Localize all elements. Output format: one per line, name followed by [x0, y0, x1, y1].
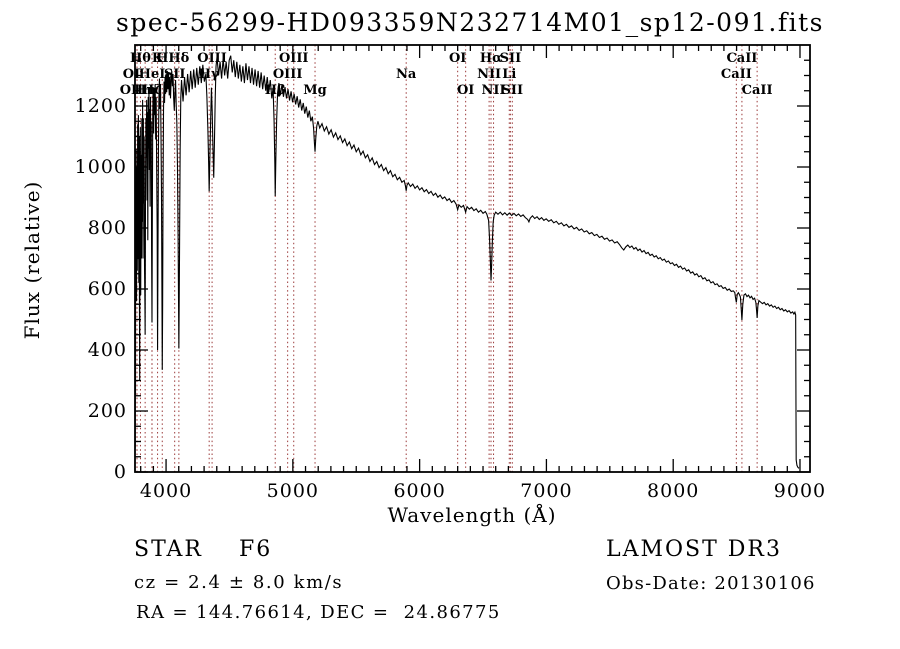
survey-release-annotation: LAMOST DR3	[606, 537, 782, 562]
x-axis-title: Wavelength (Å)	[387, 503, 557, 527]
spectrum-path	[134, 55, 800, 473]
spectral-line-label: K	[152, 51, 164, 66]
spectral-line-label: OIII	[279, 51, 309, 66]
spectral-line-label: Hη	[134, 83, 156, 98]
spectral-line-label: Hα	[480, 51, 502, 66]
y-axis-title: Flux (relative)	[20, 180, 44, 340]
spectral-line-label: OI	[457, 83, 474, 98]
axis-frame	[134, 44, 811, 473]
x-tick-label: 9000	[774, 480, 826, 502]
spectral-line-label: HeI	[139, 67, 166, 82]
spectral-line-label: Hδ	[168, 51, 189, 66]
spectral-line-label: OII	[120, 83, 144, 98]
spectral-line-label: OI	[449, 51, 466, 66]
y-tick-label: 200	[88, 400, 127, 422]
spectral-line-label: NII	[482, 83, 506, 98]
obs-date-annotation: Obs-Date: 20130106	[606, 573, 816, 594]
spectral-line-label: CaII	[721, 67, 752, 82]
object-class-annotation: STAR F6	[134, 537, 273, 562]
y-tick-label: 800	[88, 217, 127, 239]
x-tick-label: 8000	[647, 480, 699, 502]
x-tick-label: 7000	[520, 480, 572, 502]
x-tick-label: 4000	[140, 480, 192, 502]
radial-velocity-annotation: cz = 2.4 ± 8.0 km/s	[134, 572, 344, 593]
plot-title: spec-56299-HD093359N232714M01_sp12-091.f…	[116, 8, 824, 37]
y-tick-label: 600	[88, 278, 127, 300]
spectral-line-label: NII	[477, 67, 501, 82]
spectral-line-label: Hζ	[142, 83, 162, 98]
spectral-line-label: CaII	[726, 51, 757, 66]
y-tick-label: 400	[88, 339, 127, 361]
y-tick-label: 0	[114, 461, 127, 483]
spectral-line-label: SII	[500, 51, 522, 66]
spectral-line-label: Hθ	[130, 51, 151, 66]
ra-dec-annotation: RA = 144.76614, DEC = 24.86775	[136, 602, 501, 623]
spectral-line-label: OI	[123, 67, 140, 82]
spectral-line-label: H	[156, 51, 168, 66]
spectral-line-label: OIII	[273, 67, 303, 82]
spectral-line-label: Na	[396, 67, 417, 82]
x-tick-label: 5000	[267, 480, 319, 502]
spectral-line-label: CaII	[742, 83, 773, 98]
y-tick-label: 1200	[75, 95, 127, 117]
spectral-line-label: Li	[502, 67, 516, 82]
x-tick-label: 6000	[393, 480, 445, 502]
spectral-line-label: SII	[502, 83, 524, 98]
spectral-line-label: Mg	[303, 83, 326, 98]
y-tick-label: 1000	[75, 156, 127, 178]
